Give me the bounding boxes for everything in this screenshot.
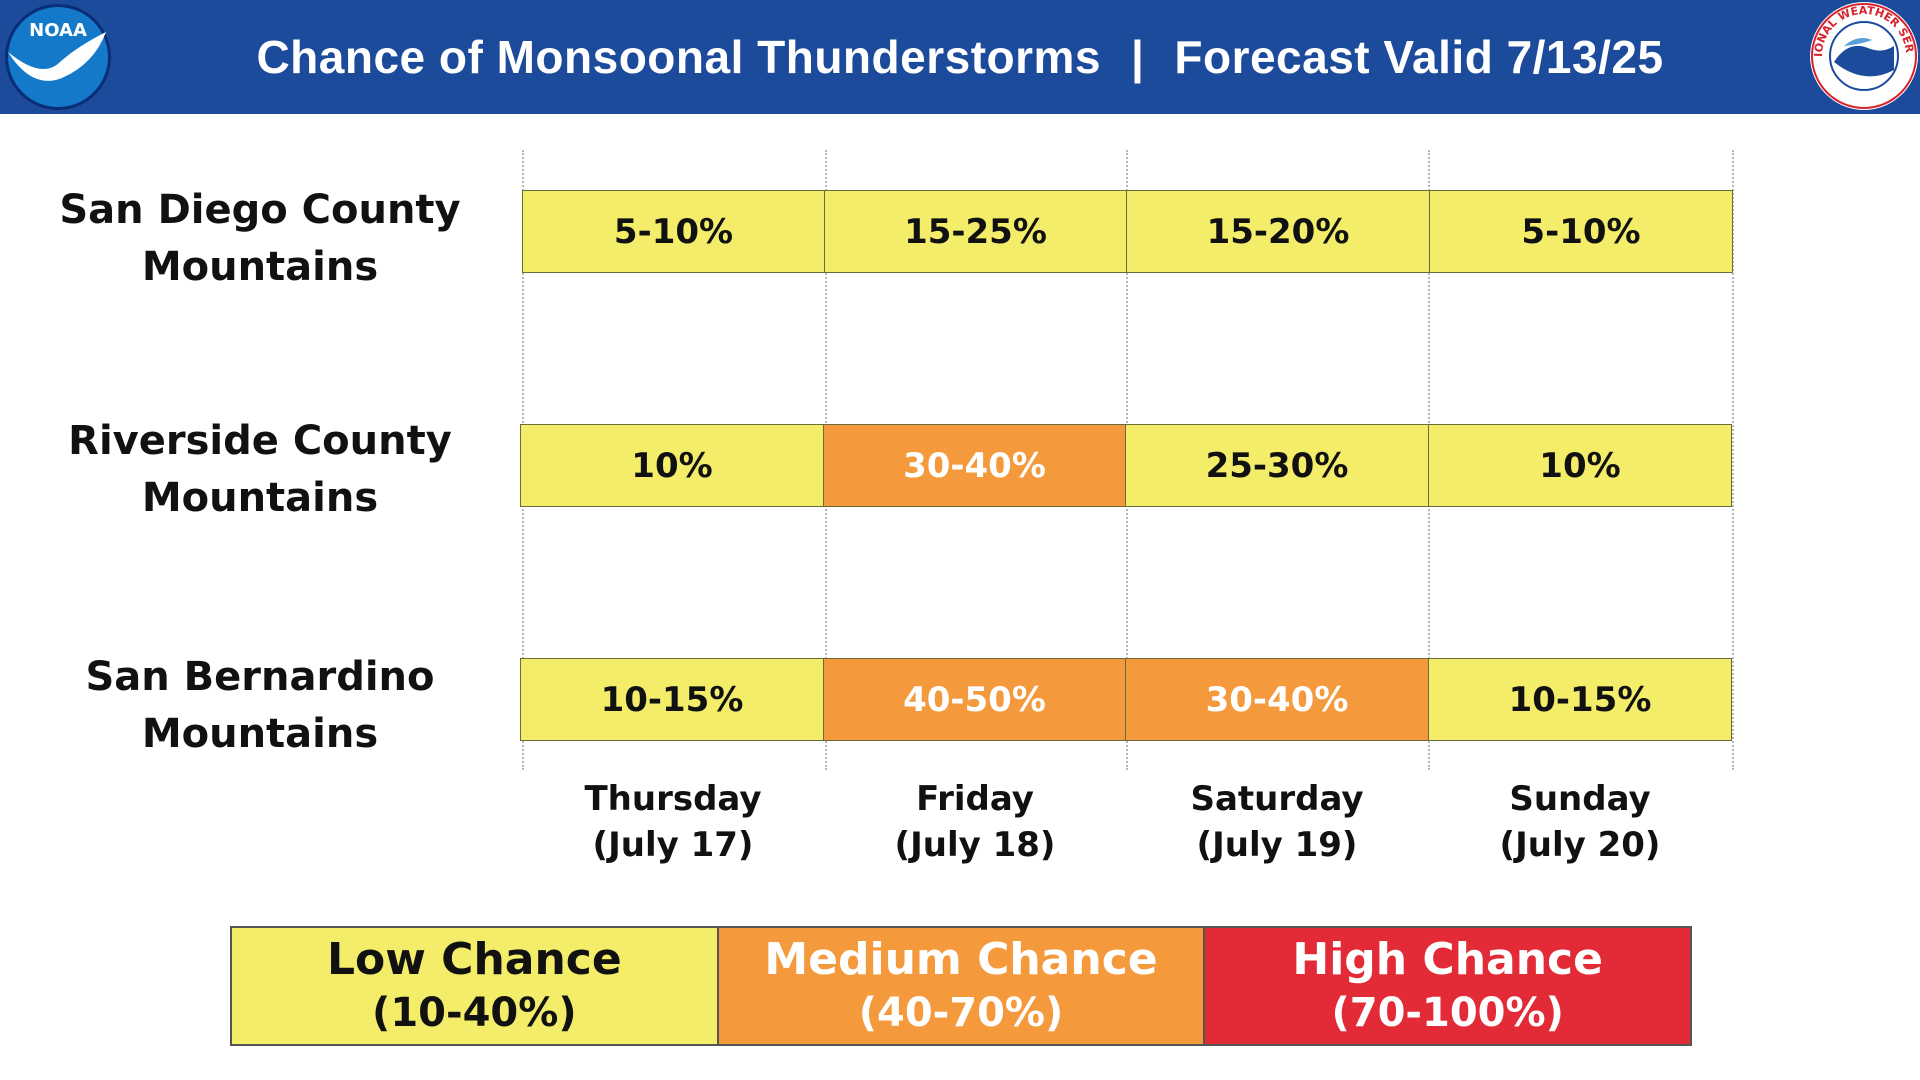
legend-high: High Chance (70-100%) (1203, 928, 1691, 1044)
forecast-cell: 15-20% (1126, 190, 1430, 273)
forecast-cell: 5-10% (1429, 190, 1733, 273)
forecast-cell: 5-10% (522, 190, 825, 273)
cell-value: 15-25% (904, 211, 1047, 252)
cell-value: 10% (631, 445, 713, 486)
grid-line (1732, 150, 1734, 770)
day-name: Thursday (584, 779, 762, 819)
row-label-line: San Bernardino (85, 654, 435, 700)
legend-range: (70-100%) (1331, 990, 1564, 1036)
header-banner: NOAA Chance of Monsoonal Thunderstorms |… (0, 0, 1920, 114)
row-label-riverside: Riverside County Mountains (40, 413, 480, 527)
forecast-cell: 10-15% (1428, 658, 1732, 741)
forecast-cell: 25-30% (1125, 424, 1429, 507)
cell-value: 25-30% (1205, 445, 1349, 486)
forecast-cell: 10% (520, 424, 824, 507)
legend-name: High Chance (1292, 934, 1603, 985)
day-name: Sunday (1509, 779, 1651, 819)
cell-value: 5-10% (1521, 211, 1641, 252)
forecast-cell: 40-50% (823, 658, 1126, 741)
forecast-cell: 10% (1428, 424, 1732, 507)
cell-value: 30-40% (903, 445, 1046, 486)
legend-name: Medium Chance (764, 934, 1158, 985)
row-label-san-diego: San Diego County Mountains (40, 182, 480, 296)
noaa-logo-icon: NOAA (5, 4, 111, 110)
row-label-line: Mountains (141, 711, 379, 757)
day-label-sunday: Sunday (July 20) (1430, 776, 1730, 868)
nws-logo-icon: NATIONAL WEATHER SERVICE (1808, 0, 1918, 110)
page-title: Chance of Monsoonal Thunderstorms | Fore… (0, 0, 1920, 114)
day-label-thursday: Thursday (July 17) (523, 776, 823, 868)
cell-value: 10-15% (600, 679, 744, 720)
row-label-line: San Diego County (59, 187, 461, 233)
forecast-cell: 30-40% (1125, 658, 1429, 741)
cell-value: 40-50% (903, 679, 1046, 720)
cell-value: 10% (1539, 445, 1621, 486)
cell-value: 30-40% (1205, 679, 1349, 720)
day-name: Saturday (1190, 779, 1364, 819)
title-separator: | (1131, 31, 1145, 83)
cell-value: 15-20% (1206, 211, 1350, 252)
forecast-cell: 10-15% (520, 658, 824, 741)
day-label-saturday: Saturday (July 19) (1127, 776, 1427, 868)
day-date: (July 17) (592, 825, 754, 865)
day-name: Friday (916, 779, 1034, 819)
legend-low: Low Chance (10-40%) (232, 928, 717, 1044)
day-label-friday: Friday (July 18) (825, 776, 1125, 868)
legend-name: Low Chance (326, 934, 622, 985)
row-label-line: Mountains (141, 475, 379, 521)
forecast-cell: 15-25% (824, 190, 1127, 273)
row-label-line: Mountains (141, 244, 379, 290)
day-date: (July 19) (1196, 825, 1358, 865)
cell-value: 10-15% (1508, 679, 1652, 720)
row-label-san-bernardino: San Bernardino Mountains (40, 649, 480, 763)
day-date: (July 20) (1499, 825, 1661, 865)
legend-range: (10-40%) (372, 990, 577, 1036)
legend-range: (40-70%) (858, 990, 1064, 1036)
svg-text:NOAA: NOAA (29, 20, 87, 41)
forecast-cell: 30-40% (823, 424, 1126, 507)
legend: Low Chance (10-40%) Medium Chance (40-70… (230, 926, 1692, 1046)
title-text: Chance of Monsoonal Thunderstorms (256, 31, 1101, 83)
legend-medium: Medium Chance (40-70%) (716, 928, 1204, 1044)
row-label-line: Riverside County (68, 418, 452, 464)
cell-value: 5-10% (613, 211, 734, 252)
day-date: (July 18) (894, 825, 1056, 865)
forecast-valid-text: Forecast Valid 7/13/25 (1174, 31, 1664, 83)
